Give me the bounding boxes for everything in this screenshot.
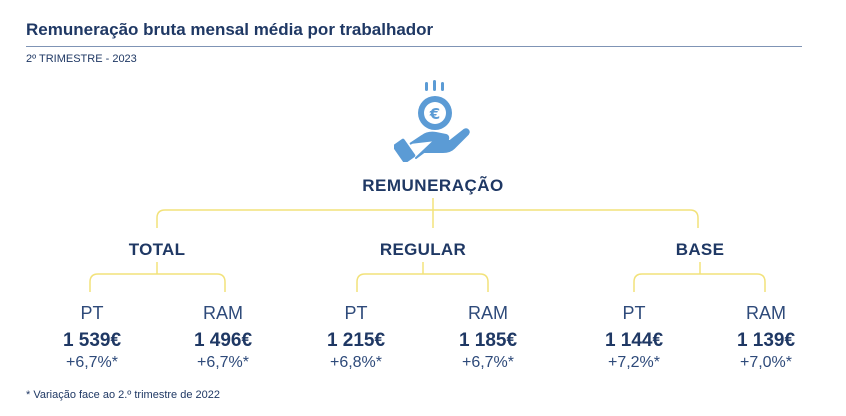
- change-label: +6,7%*: [196, 354, 250, 371]
- change-label: +7,0%*: [739, 354, 793, 371]
- region-label: PT: [622, 303, 646, 323]
- page-title: Remuneração bruta mensal média por traba…: [26, 20, 434, 39]
- title-divider: [26, 46, 802, 47]
- svg-text:€: €: [429, 105, 440, 123]
- change-label: +7,2%*: [607, 354, 661, 371]
- leaf-base-ram: RAM 1 139€ +7,0%*: [706, 303, 826, 373]
- change-label: +6,7%*: [461, 354, 515, 371]
- value-label: 1 496€: [193, 330, 253, 351]
- group-label-regular: REGULAR: [379, 240, 467, 259]
- group-label-total: TOTAL: [128, 240, 186, 259]
- page-subtitle: 2º TRIMESTRE - 2023: [26, 53, 137, 65]
- root-label: REMUNERAÇÃO: [362, 176, 504, 195]
- change-label: +6,7%*: [65, 354, 119, 371]
- region-label: RAM: [468, 303, 508, 323]
- value-label: 1 185€: [458, 330, 518, 351]
- region-label: PT: [344, 303, 368, 323]
- value-label: 1 539€: [62, 330, 122, 351]
- leaf-total-ram: RAM 1 496€ +6,7%*: [163, 303, 283, 373]
- change-label: +6,8%*: [329, 354, 383, 371]
- leaf-regular-ram: RAM 1 185€ +6,7%*: [428, 303, 548, 373]
- footnote: * Variação face ao 2.º trimestre de 2022: [26, 389, 220, 401]
- region-label: RAM: [203, 303, 243, 323]
- region-label: PT: [80, 303, 104, 323]
- region-label: RAM: [746, 303, 786, 323]
- value-label: 1 144€: [604, 330, 664, 351]
- value-label: 1 215€: [326, 330, 386, 351]
- leaf-base-pt: PT 1 144€ +7,2%*: [574, 303, 694, 373]
- hand-with-euro-coin-icon: €: [394, 80, 470, 162]
- leaf-total-pt: PT 1 539€ +6,7%*: [32, 303, 152, 373]
- value-label: 1 139€: [736, 330, 796, 351]
- group-label-base: BASE: [675, 240, 725, 259]
- leaf-regular-pt: PT 1 215€ +6,8%*: [296, 303, 416, 373]
